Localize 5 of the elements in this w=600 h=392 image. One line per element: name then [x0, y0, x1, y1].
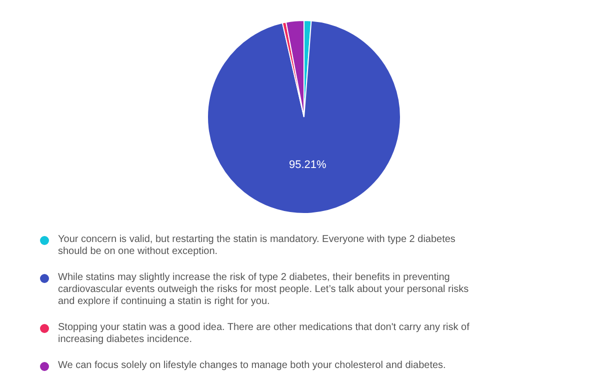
legend-label: Your concern is valid, but restarting the statin is mandatory. Everyone with type 2 diabetes should be on one without exception.: [58, 234, 456, 258]
legend-label: We can focus solely on lifestyle changes to manage both your cholesterol and diabetes.: [58, 360, 446, 372]
legend-label: While statins may slightly increase the risk of type 2 diabetes, their benefits in preventing cardiovascular events outweigh the risks for most people. Let’s talk about your personal risks and explore if continuing a statin is right for you.: [58, 272, 470, 308]
data-label: 95.21%: [288, 159, 326, 172]
legend-label: Stopping your statin was a good idea. There are other medications that don't carry any risk of increasing diabetes incidence.: [58, 322, 470, 346]
